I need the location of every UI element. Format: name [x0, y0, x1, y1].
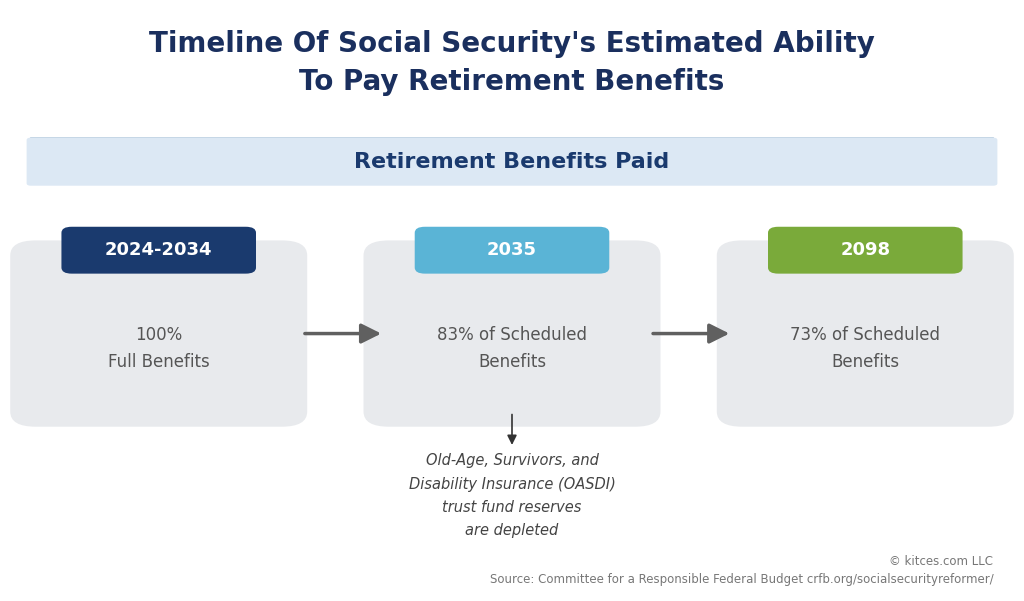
Text: 73% of Scheduled
Benefits: 73% of Scheduled Benefits [791, 326, 940, 371]
FancyBboxPatch shape [364, 240, 660, 427]
FancyBboxPatch shape [717, 240, 1014, 427]
Text: 100%
Full Benefits: 100% Full Benefits [108, 326, 210, 371]
Text: 83% of Scheduled
Benefits: 83% of Scheduled Benefits [437, 326, 587, 371]
FancyBboxPatch shape [415, 227, 609, 273]
Text: Timeline Of Social Security's Estimated Ability
To Pay Retirement Benefits: Timeline Of Social Security's Estimated … [150, 30, 874, 96]
Text: © kitces.com LLC
Source: Committee for a Responsible Federal Budget crfb.org/soc: © kitces.com LLC Source: Committee for a… [489, 555, 993, 586]
Text: Old-Age, Survivors, and
Disability Insurance (OASDI)
trust fund reserves
are dep: Old-Age, Survivors, and Disability Insur… [409, 453, 615, 538]
Text: 2024-2034: 2024-2034 [105, 241, 212, 259]
FancyBboxPatch shape [10, 240, 307, 427]
FancyBboxPatch shape [768, 227, 963, 273]
Text: 2098: 2098 [841, 241, 890, 259]
Text: 2035: 2035 [487, 241, 537, 259]
FancyBboxPatch shape [27, 138, 997, 186]
FancyBboxPatch shape [61, 227, 256, 273]
Text: Retirement Benefits Paid: Retirement Benefits Paid [354, 151, 670, 172]
